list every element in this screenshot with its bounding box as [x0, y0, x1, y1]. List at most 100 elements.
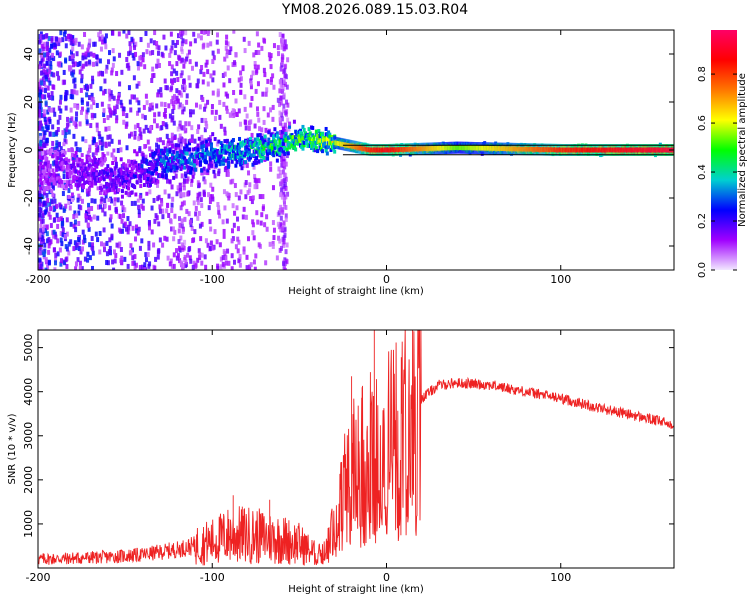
spectrogram-cell [47, 237, 51, 243]
spectrogram-cell [47, 107, 51, 113]
spectrogram-cell [75, 51, 79, 57]
spectrogram-cell [81, 185, 85, 190]
spectrogram-cell [76, 185, 80, 191]
spectrogram-cell [249, 196, 253, 202]
spectrogram-cell [245, 145, 249, 150]
spectrogram-cell [71, 72, 75, 78]
spectrogram-cell [113, 170, 117, 175]
spectrogram-cell [181, 38, 185, 44]
spectrogram-cell [40, 58, 44, 64]
spectrogram-cell [280, 194, 284, 200]
spectrogram-cell [150, 162, 154, 167]
spectrogram-cell [112, 148, 116, 153]
spectrogram-cell [74, 169, 78, 174]
spectrogram-cell [203, 127, 207, 133]
spectrogram-cell [257, 146, 261, 151]
spectrogram-cell [144, 93, 148, 99]
spectrogram-cell [209, 142, 213, 147]
spectrogram-cell [134, 236, 138, 242]
spectrogram-cell [98, 140, 102, 146]
spectrogram-cell [223, 130, 227, 136]
spectrogram-cell [198, 252, 202, 258]
spectrogram-cell [236, 248, 240, 254]
spectrogram-cell [238, 253, 242, 259]
spectrogram-cell [179, 58, 183, 64]
spectrogram-cell [87, 191, 91, 197]
snr-line [38, 330, 674, 566]
spectrogram-cell [146, 179, 150, 184]
spectrogram-cell [58, 114, 62, 120]
spectrogram-cell [231, 203, 235, 209]
spectrogram-cell [102, 227, 106, 233]
spectrogram-cell [67, 158, 71, 163]
spectrogram-cell [162, 159, 166, 164]
spectrogram-cell [213, 137, 217, 142]
spectrogram-cell [113, 258, 117, 264]
spectrogram-cell [124, 169, 128, 175]
spectrogram-cell [44, 161, 48, 166]
spectrogram-cell [72, 155, 76, 161]
spectrogram-cell [72, 133, 76, 139]
spectrogram-x-axis-label: Height of straight line (km) [288, 286, 424, 297]
spectrogram-cell [196, 78, 200, 84]
spectrogram-cell [266, 156, 270, 161]
spectrogram-cell [127, 30, 131, 36]
spectrogram-cell [72, 223, 76, 229]
spectrogram-cell [284, 133, 288, 138]
spectrogram-cell [266, 78, 270, 84]
spectrogram-cell [190, 65, 194, 71]
spectrogram-cell [156, 50, 160, 56]
spectrogram-cell [214, 163, 218, 168]
spectrogram-cell [212, 70, 216, 76]
spectrogram-cell [63, 138, 67, 144]
spectrogram-cell [49, 223, 53, 229]
spectrogram-cell [234, 51, 238, 57]
spectrogram-cell [45, 51, 49, 57]
spectrogram-cell [163, 148, 167, 153]
spectrogram-cell [290, 133, 294, 138]
spectrogram-cell [142, 172, 146, 177]
spectrogram-cell [112, 155, 116, 161]
spectrogram-cell [99, 204, 103, 210]
spectrogram-cell [44, 209, 48, 215]
spectrogram-cell [99, 86, 103, 92]
spectrogram-cell [249, 137, 253, 142]
spectrogram-cell [42, 134, 46, 140]
spectrogram-cell [72, 120, 76, 126]
spectrogram-cell [98, 36, 102, 42]
spectrogram-cell [109, 172, 113, 177]
spectrogram-cell [305, 139, 309, 144]
spectrogram-x-ticks: -200 -100 0 100 [26, 30, 571, 286]
spectrogram-cell [121, 111, 125, 117]
spectrogram-cell [176, 126, 180, 132]
spectrogram-cell [67, 250, 71, 256]
spectrogram-cell [180, 223, 184, 229]
spectrogram-cell [82, 234, 86, 240]
spectrogram-cell [183, 216, 187, 222]
spectrogram-cell [165, 208, 169, 214]
spectrogram-cell [163, 78, 167, 84]
spectrogram-cell [283, 164, 287, 170]
spectrogram-cell [137, 81, 141, 87]
spectrogram-cell [50, 71, 54, 77]
spectrogram-cell [77, 246, 81, 252]
spectrogram-cell [64, 203, 68, 209]
spectrogram-cell [141, 205, 145, 211]
spectrogram-cell [84, 54, 88, 60]
spectrogram-cell [282, 92, 286, 98]
spectrogram-cell [182, 179, 186, 185]
spectrogram-cell [90, 183, 94, 188]
spectrogram-cell [167, 212, 171, 218]
spectrogram-cell [66, 172, 70, 177]
spectrogram-cell [59, 230, 63, 236]
spectrogram-cell [48, 163, 52, 169]
spectrogram-cell [108, 237, 112, 243]
spectrogram-cell [163, 169, 167, 174]
spectrogram-cell [253, 174, 257, 180]
spectrogram-cell [161, 170, 165, 175]
spectrogram-cell [278, 173, 282, 179]
spectrogram-cell [59, 94, 63, 100]
spectrogram-cell [177, 54, 181, 60]
spectrogram-cell [152, 156, 156, 162]
spectrogram-cell [186, 176, 190, 182]
